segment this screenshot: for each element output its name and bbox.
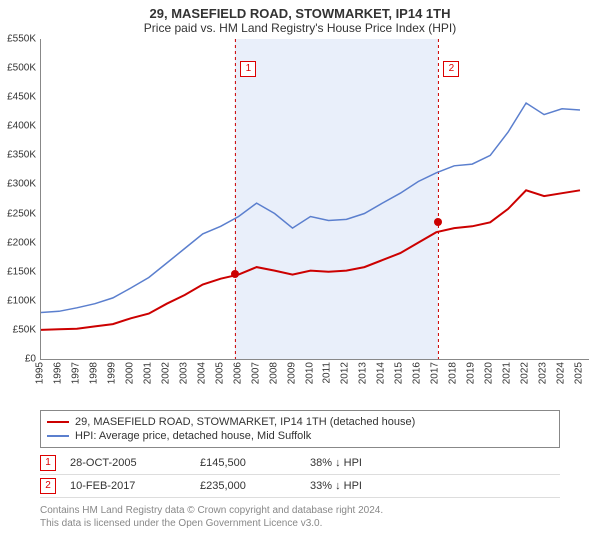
- sale-row: 1 28-OCT-2005£145,50038% ↓ HPI: [40, 452, 560, 475]
- sales-table: 1 28-OCT-2005£145,50038% ↓ HPI 2 10-FEB-201…: [40, 452, 560, 498]
- y-tick-label: £150K: [7, 266, 36, 277]
- x-tick-label: 2007: [250, 362, 261, 384]
- sale-row-marker: 1: [40, 455, 56, 471]
- legend-swatch: [47, 435, 69, 437]
- x-tick-label: 2013: [358, 362, 369, 384]
- x-tick-label: 2023: [538, 362, 549, 384]
- y-tick-label: £200K: [7, 237, 36, 248]
- footer-attribution: Contains HM Land Registry data © Crown c…: [40, 504, 560, 530]
- x-tick-label: 2017: [430, 362, 441, 384]
- sale-row-marker: 2: [40, 478, 56, 494]
- legend-label: 29, MASEFIELD ROAD, STOWMARKET, IP14 1TH…: [75, 416, 415, 428]
- y-tick-label: £350K: [7, 150, 36, 161]
- legend: 29, MASEFIELD ROAD, STOWMARKET, IP14 1TH…: [40, 410, 560, 448]
- x-tick-label: 2024: [556, 362, 567, 384]
- sale-vs-hpi: 38% ↓ HPI: [310, 457, 430, 469]
- x-tick-label: 2009: [286, 362, 297, 384]
- x-axis: 1995199619971998199920002001200220032004…: [40, 360, 588, 406]
- y-tick-label: £100K: [7, 295, 36, 306]
- x-tick-label: 2008: [268, 362, 279, 384]
- legend-swatch: [47, 421, 69, 423]
- sale-marker-flag: 1: [240, 61, 256, 77]
- chart-area: £0£50K£100K£150K£200K£250K£300K£350K£400…: [40, 39, 590, 360]
- x-tick-label: 2011: [322, 362, 333, 384]
- sale-row: 2 10-FEB-2017£235,00033% ↓ HPI: [40, 475, 560, 498]
- chart-title: 29, MASEFIELD ROAD, STOWMARKET, IP14 1TH: [0, 0, 600, 21]
- x-tick-label: 1995: [35, 362, 46, 384]
- x-tick-label: 2004: [196, 362, 207, 384]
- x-tick-label: 1999: [106, 362, 117, 384]
- y-tick-label: £550K: [7, 34, 36, 45]
- x-tick-label: 2000: [124, 362, 135, 384]
- x-tick-label: 2012: [340, 362, 351, 384]
- y-tick-label: £400K: [7, 121, 36, 132]
- y-tick-label: £450K: [7, 92, 36, 103]
- sale-price: £235,000: [200, 480, 310, 492]
- chart-subtitle: Price paid vs. HM Land Registry's House …: [0, 21, 600, 39]
- y-axis: £0£50K£100K£150K£200K£250K£300K£350K£400…: [0, 39, 38, 359]
- x-tick-label: 2003: [178, 362, 189, 384]
- sale-date: 28-OCT-2005: [70, 457, 200, 469]
- legend-row: 29, MASEFIELD ROAD, STOWMARKET, IP14 1TH…: [47, 415, 553, 429]
- x-tick-label: 2010: [304, 362, 315, 384]
- chart-container: { "title": "29, MASEFIELD ROAD, STOWMARK…: [0, 0, 600, 560]
- sale-price: £145,500: [200, 457, 310, 469]
- series-property: [41, 190, 580, 330]
- line-series-svg: [41, 39, 589, 359]
- sale-point-marker: [231, 270, 239, 278]
- x-tick-label: 2025: [574, 362, 585, 384]
- x-tick-label: 2001: [142, 362, 153, 384]
- x-tick-label: 1998: [88, 362, 99, 384]
- series-hpi: [41, 103, 580, 313]
- x-tick-label: 2018: [448, 362, 459, 384]
- legend-label: HPI: Average price, detached house, Mid …: [75, 430, 311, 442]
- x-tick-label: 2006: [232, 362, 243, 384]
- x-tick-label: 1996: [52, 362, 63, 384]
- x-tick-label: 1997: [70, 362, 81, 384]
- y-tick-label: £250K: [7, 208, 36, 219]
- legend-row: HPI: Average price, detached house, Mid …: [47, 429, 553, 443]
- x-tick-label: 2002: [160, 362, 171, 384]
- sale-marker-flag: 2: [443, 61, 459, 77]
- x-tick-label: 2005: [214, 362, 225, 384]
- x-tick-label: 2019: [466, 362, 477, 384]
- x-tick-label: 2020: [484, 362, 495, 384]
- x-tick-label: 2022: [520, 362, 531, 384]
- plot-area: 12: [40, 39, 589, 360]
- y-tick-label: £300K: [7, 179, 36, 190]
- x-tick-label: 2016: [412, 362, 423, 384]
- footer-line2: This data is licensed under the Open Gov…: [40, 517, 560, 530]
- footer-line1: Contains HM Land Registry data © Crown c…: [40, 504, 560, 517]
- x-tick-label: 2015: [394, 362, 405, 384]
- y-tick-label: £50K: [13, 324, 36, 335]
- y-tick-label: £500K: [7, 63, 36, 74]
- x-tick-label: 2021: [502, 362, 513, 384]
- sale-date: 10-FEB-2017: [70, 480, 200, 492]
- sale-point-marker: [434, 218, 442, 226]
- x-tick-label: 2014: [376, 362, 387, 384]
- sale-vs-hpi: 33% ↓ HPI: [310, 480, 430, 492]
